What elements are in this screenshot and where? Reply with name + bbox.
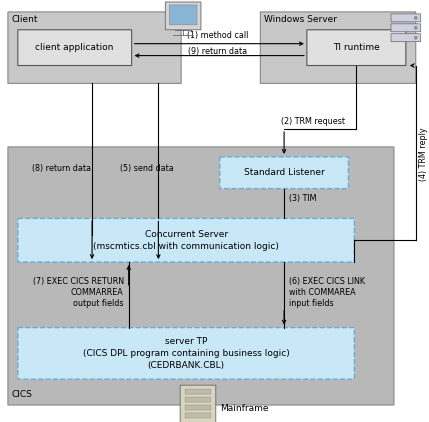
Text: (8) return data: (8) return data [32,164,91,173]
Text: TI runtime: TI runtime [333,43,380,52]
FancyBboxPatch shape [165,2,201,30]
Text: Windows Server: Windows Server [264,15,337,24]
FancyBboxPatch shape [307,30,406,65]
Circle shape [414,36,417,39]
Text: (4) TRM reply: (4) TRM reply [419,127,428,181]
FancyBboxPatch shape [18,219,354,262]
Text: Concurrent Server
(mscmtics.cbl with communication logic): Concurrent Server (mscmtics.cbl with com… [93,230,279,251]
FancyBboxPatch shape [169,5,197,25]
FancyBboxPatch shape [185,405,211,410]
Text: (7) EXEC CICS RETURN
COMMARREA
output fields: (7) EXEC CICS RETURN COMMARREA output fi… [33,277,124,308]
Text: (5) send data: (5) send data [120,164,173,173]
FancyBboxPatch shape [185,389,211,394]
Text: Client: Client [12,15,38,24]
FancyBboxPatch shape [18,327,354,379]
Text: (9) return data: (9) return data [188,46,248,56]
Circle shape [414,16,417,19]
FancyBboxPatch shape [8,147,394,405]
FancyBboxPatch shape [260,12,416,84]
FancyBboxPatch shape [180,385,216,422]
FancyBboxPatch shape [391,34,421,42]
Text: (6) EXEC CICS LINK
with COMMAREA
input fields: (6) EXEC CICS LINK with COMMAREA input f… [289,277,365,308]
Text: Mainframe: Mainframe [220,404,268,413]
Text: server TP
(CICS DPL program containing business logic)
(CEDRBANK.CBL): server TP (CICS DPL program containing b… [83,337,290,370]
Text: client application: client application [35,43,113,52]
FancyBboxPatch shape [391,14,421,22]
FancyBboxPatch shape [220,157,348,189]
Text: (2) TRM request: (2) TRM request [281,117,345,126]
FancyBboxPatch shape [391,24,421,32]
FancyBboxPatch shape [8,12,181,84]
Text: CICS: CICS [12,390,33,399]
Text: (1) method call: (1) method call [187,31,248,40]
FancyBboxPatch shape [18,30,132,65]
Circle shape [414,26,417,29]
Text: Standard Listener: Standard Listener [244,168,324,177]
FancyBboxPatch shape [185,413,211,418]
FancyBboxPatch shape [185,397,211,402]
Text: (3) TIM: (3) TIM [289,194,317,203]
